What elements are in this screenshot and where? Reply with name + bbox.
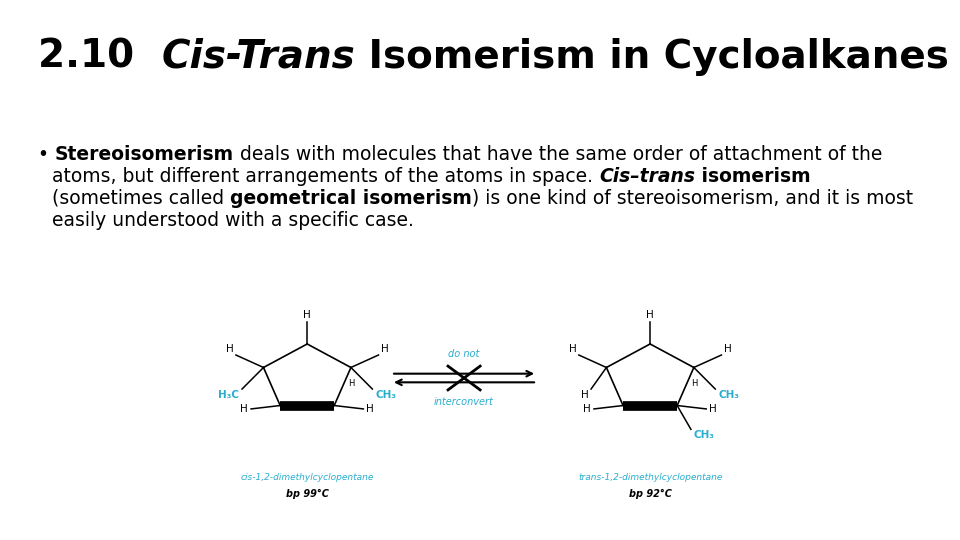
Text: 2.10: 2.10	[38, 38, 161, 76]
Text: (sometimes called: (sometimes called	[52, 189, 230, 208]
Text: •: •	[38, 145, 55, 164]
Text: bp 99°C: bp 99°C	[286, 489, 328, 499]
Text: H: H	[691, 379, 698, 388]
Text: easily understood with a specific case.: easily understood with a specific case.	[52, 211, 414, 230]
Text: H: H	[348, 379, 355, 388]
Text: H: H	[709, 404, 717, 414]
Text: H: H	[646, 310, 654, 320]
Text: Isomerism in Cycloalkanes: Isomerism in Cycloalkanes	[355, 38, 948, 76]
Text: bp 92°C: bp 92°C	[629, 489, 672, 499]
Text: trans-1,2-dimethylcyclopentane: trans-1,2-dimethylcyclopentane	[578, 472, 722, 482]
Text: H: H	[569, 344, 577, 354]
Text: H: H	[581, 390, 588, 400]
Text: deals with molecules that have the same order of attachment of the: deals with molecules that have the same …	[234, 145, 882, 164]
Text: Cis-Trans: Cis-Trans	[161, 38, 355, 76]
Text: H: H	[367, 404, 374, 414]
Text: H: H	[724, 344, 732, 354]
Text: CH₃: CH₃	[694, 430, 715, 441]
Text: cis-1,2-dimethylcyclopentane: cis-1,2-dimethylcyclopentane	[241, 472, 373, 482]
Text: Cis–trans: Cis–trans	[599, 167, 695, 186]
Text: H: H	[240, 404, 248, 414]
Text: H: H	[226, 344, 233, 354]
Text: H: H	[381, 344, 389, 354]
Text: H: H	[303, 310, 311, 320]
Text: isomerism: isomerism	[695, 167, 810, 186]
Text: H: H	[584, 404, 591, 414]
Text: CH₃: CH₃	[718, 390, 739, 400]
Text: do not: do not	[448, 349, 480, 359]
Text: ) is one kind of stereoisomerism, and it is most: ) is one kind of stereoisomerism, and it…	[472, 189, 913, 208]
Text: geometrical isomerism: geometrical isomerism	[230, 189, 472, 208]
Text: Stereoisomerism: Stereoisomerism	[55, 145, 234, 164]
Text: interconvert: interconvert	[434, 397, 494, 407]
Text: H₃C: H₃C	[218, 390, 239, 400]
Text: CH₃: CH₃	[375, 390, 396, 400]
Text: atoms, but different arrangements of the atoms in space.: atoms, but different arrangements of the…	[52, 167, 599, 186]
